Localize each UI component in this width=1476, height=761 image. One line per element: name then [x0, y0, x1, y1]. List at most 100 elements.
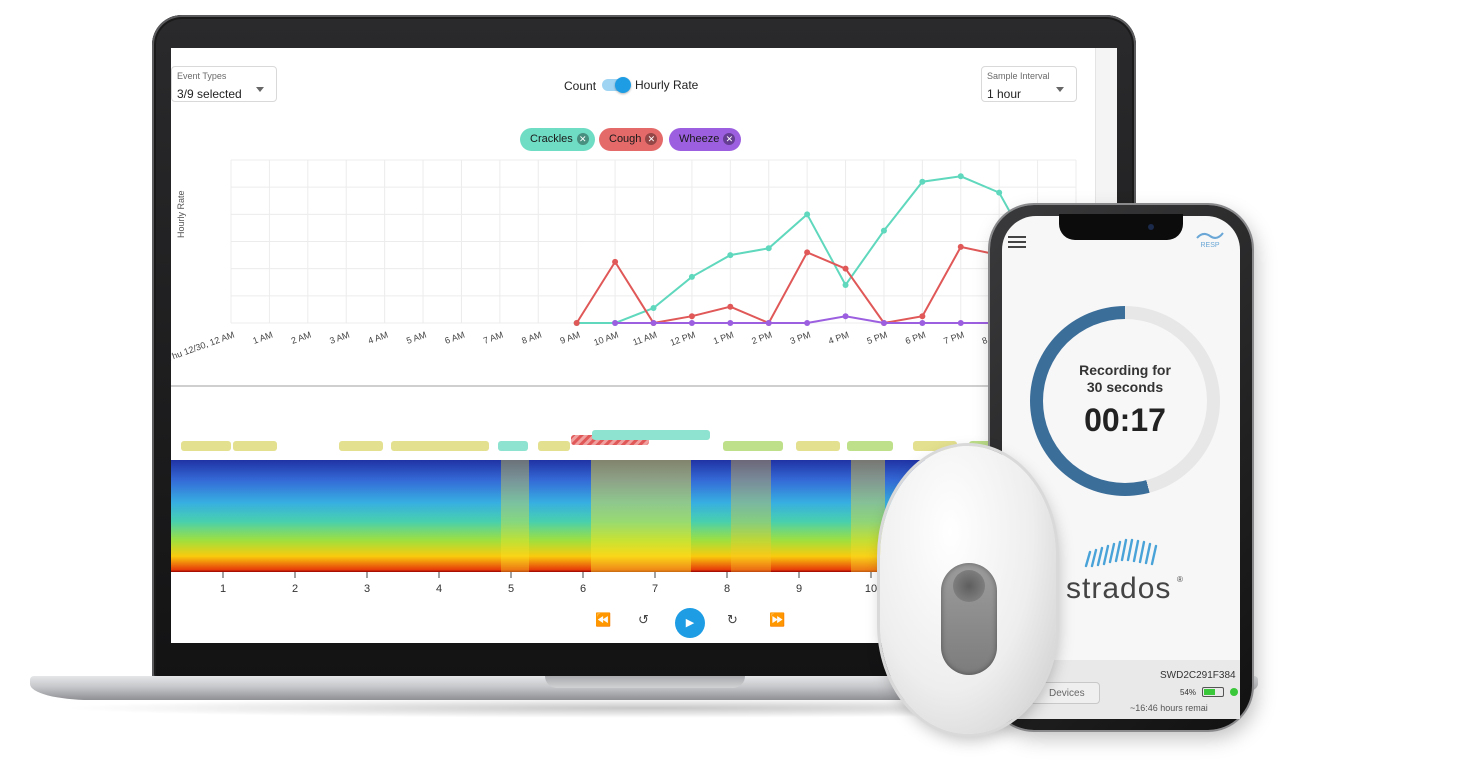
timeline-tick-label: 2	[292, 583, 298, 595]
hourly-rate-chart: Thu 12/30, 12 AM 1 AM 2 AM 3 AM 4 AM 5 AM 6 AM…	[171, 159, 1081, 363]
data-point[interactable]	[919, 178, 926, 185]
wave-icon	[1196, 232, 1224, 239]
play-button[interactable]: ▶	[675, 608, 705, 638]
hours-remaining: ~16:46 hours remai	[1130, 703, 1208, 713]
x-tick-label: 6 AM	[443, 329, 466, 345]
timeline-tick-label: 5	[508, 583, 514, 595]
x-tick-label: 5 PM	[865, 329, 888, 346]
data-point[interactable]	[688, 273, 695, 280]
data-point[interactable]	[612, 320, 619, 326]
data-point[interactable]	[650, 320, 657, 326]
event-marker[interactable]	[723, 441, 783, 451]
data-point[interactable]	[957, 243, 964, 250]
resp-logo-text: RESP	[1200, 242, 1220, 249]
brand-name: strados	[1066, 572, 1172, 605]
event-marker[interactable]	[339, 441, 383, 451]
data-point[interactable]	[880, 227, 887, 234]
data-point[interactable]	[842, 281, 849, 288]
chevron-down-icon	[1056, 87, 1064, 92]
timeline-axis: 1 2 3 4 5 6 7 8 9 10	[220, 572, 877, 595]
toggle-switch[interactable]	[602, 77, 631, 93]
data-point[interactable]	[842, 265, 849, 272]
event-marker[interactable]	[181, 441, 231, 451]
x-tick-label: 8 AM	[520, 329, 543, 345]
timeline-tick-label: 10	[865, 583, 877, 595]
series-line-wheeze	[615, 315, 1038, 324]
event-marker[interactable]	[796, 441, 840, 451]
data-point[interactable]	[727, 252, 734, 259]
data-point[interactable]	[727, 303, 734, 310]
x-tick-label: 7 AM	[482, 329, 505, 345]
data-point[interactable]	[804, 320, 811, 326]
chevron-down-icon	[256, 87, 264, 92]
sample-interval-value: 1 hour	[987, 87, 1022, 101]
data-point[interactable]	[804, 249, 811, 256]
close-icon[interactable]: ✕	[576, 133, 589, 145]
spectrogram-band	[501, 460, 529, 572]
strados-wave-logo	[1084, 538, 1158, 568]
menu-icon[interactable]	[1008, 236, 1026, 251]
data-point[interactable]	[804, 211, 811, 218]
timeline-tick-label: 1	[220, 583, 226, 595]
x-tick-label: 3 PM	[789, 329, 812, 346]
event-marker[interactable]	[498, 441, 528, 451]
event-marker[interactable]	[391, 441, 489, 451]
forward-step-icon[interactable]: ↻	[727, 612, 738, 627]
x-tick-label: 10 AM	[592, 329, 619, 347]
close-icon[interactable]: ✕	[723, 133, 736, 145]
timeline-tick-label: 4	[436, 583, 442, 595]
spectrogram-band	[731, 460, 771, 572]
devices-button[interactable]: Devices	[1030, 682, 1100, 704]
data-point[interactable]	[880, 320, 887, 326]
brand-registered: ®	[1177, 575, 1183, 584]
event-types-select[interactable]: Event Types 3/9 selected	[171, 66, 277, 102]
x-tick-label: 12 PM	[669, 329, 697, 347]
replay-icon[interactable]: ↺	[638, 612, 649, 627]
device-serial: SWD2C291F384	[1160, 670, 1236, 681]
chip-crackles[interactable]: Crackles ✕	[520, 128, 595, 151]
event-marker[interactable]	[233, 441, 277, 451]
battery-percent: 54%	[1180, 688, 1197, 697]
data-point[interactable]	[650, 305, 657, 312]
event-types-value: 3/9 selected	[177, 87, 242, 101]
timeline-tick-label: 9	[796, 583, 802, 595]
event-marker[interactable]	[592, 430, 710, 440]
event-marker[interactable]	[847, 441, 893, 451]
chip-cough[interactable]: Cough ✕	[599, 128, 664, 151]
data-point[interactable]	[688, 320, 695, 326]
ring-inner	[1043, 319, 1207, 483]
data-point[interactable]	[573, 320, 580, 326]
x-tick-label: 4 PM	[827, 329, 850, 346]
data-point[interactable]	[957, 173, 964, 180]
recording-line-2: 30 seconds	[1086, 379, 1164, 395]
x-tick-label: 3 AM	[328, 329, 351, 345]
timeline-tick-label: 7	[652, 583, 658, 595]
x-tick-label: 2 PM	[750, 329, 773, 346]
toggle-label-count: Count	[564, 79, 597, 93]
close-icon[interactable]: ✕	[645, 133, 658, 145]
data-point[interactable]	[612, 258, 619, 265]
x-tick-label: 7 PM	[942, 329, 965, 346]
data-point[interactable]	[765, 320, 772, 326]
data-point[interactable]	[957, 320, 964, 326]
phone-notch	[1059, 214, 1183, 240]
spectrogram-band	[591, 460, 691, 572]
event-marker[interactable]	[538, 441, 570, 451]
data-point[interactable]	[996, 189, 1003, 196]
sample-interval-select[interactable]: Sample Interval 1 hour	[981, 66, 1077, 102]
data-point[interactable]	[688, 313, 695, 320]
playback-controls: ⏪ ↺ ▶ ↻ ⏩	[591, 608, 791, 638]
rewind-icon[interactable]: ⏪	[595, 612, 612, 627]
chip-wheeze[interactable]: Wheeze ✕	[669, 128, 742, 151]
data-point[interactable]	[727, 320, 734, 326]
fast-forward-icon[interactable]: ⏩	[769, 612, 786, 627]
data-point[interactable]	[919, 320, 926, 326]
toggle-knob	[615, 77, 631, 93]
x-tick-label: Thu 12/30, 12 AM	[171, 329, 236, 363]
data-point[interactable]	[919, 313, 926, 320]
data-point[interactable]	[842, 313, 849, 320]
timeline-tick-label: 6	[580, 583, 586, 595]
x-tick-label: 6 PM	[904, 329, 927, 346]
data-point[interactable]	[765, 245, 772, 252]
timeline-tick-label: 8	[724, 583, 730, 595]
